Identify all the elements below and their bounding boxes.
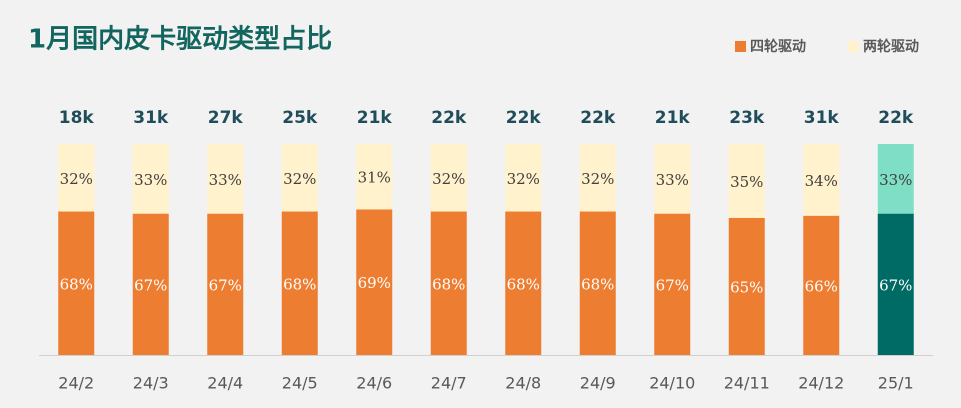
bar-segment [356,144,393,210]
bar-segment [877,144,914,214]
bar-segment [132,144,169,214]
bar-segment [728,217,765,355]
x-tick-label: 24/6 [356,374,392,393]
data-label: 32% [581,170,614,188]
data-label: 68% [507,275,540,293]
data-label: 32% [283,170,316,188]
total-label: 21k [357,108,393,128]
legend-swatch [848,41,859,52]
x-tick-label: 24/5 [282,374,318,393]
bar-segment [579,144,616,212]
data-label: 32% [432,170,465,188]
x-tick-label: 25/1 [878,374,914,393]
legend-label: 两轮驱动 [863,38,919,55]
total-label: 27k [208,108,244,128]
x-tick-label: 24/4 [207,374,243,393]
data-label: 32% [60,170,93,188]
data-label: 68% [60,275,93,293]
x-tick-label: 24/2 [58,374,94,393]
bar-segment [207,144,244,214]
bar-segment [877,213,914,355]
legend-label: 四轮驱动 [750,38,806,55]
data-label: 31% [358,169,391,187]
x-tick-label: 24/11 [724,374,770,393]
bar-segment [281,144,318,212]
data-label: 32% [507,170,540,188]
data-label: 68% [581,275,614,293]
x-tick-label: 24/9 [580,374,616,393]
total-label: 31k [804,108,840,128]
chart-title: 1月国内皮卡驱动类型占比 [28,25,332,55]
bar-segment [58,144,95,212]
bar-segment [207,213,244,355]
data-label: 66% [805,277,838,295]
total-label: 22k [506,108,542,128]
total-label: 23k [729,108,765,128]
bar-segment [430,144,467,212]
data-label: 34% [805,172,838,190]
bar-segment [132,213,169,355]
bar-segment [728,144,765,218]
total-label: 22k [878,108,914,128]
bar-segment [654,213,691,355]
total-label: 25k [282,108,318,128]
x-tick-label: 24/7 [431,374,467,393]
total-label: 18k [59,108,95,128]
data-label: 69% [358,274,391,292]
total-label: 22k [431,108,467,128]
bar-segment [505,211,542,355]
data-label: 35% [730,173,763,191]
data-label: 33% [656,171,689,189]
data-label: 33% [209,171,242,189]
data-label: 67% [879,276,912,294]
bar-segment [58,211,95,355]
data-label: 67% [209,276,242,294]
data-label: 65% [730,278,763,296]
x-tick-label: 24/8 [505,374,541,393]
x-tick-label: 24/12 [798,374,844,393]
bar-segment [430,211,467,355]
legend-swatch [735,41,746,52]
bar-segment [803,144,840,216]
bar-segment [579,211,616,355]
x-tick-label: 24/3 [133,374,169,393]
bar-segment [803,215,840,355]
data-label: 67% [656,276,689,294]
bar-segment [654,144,691,214]
bar-segment [505,144,542,212]
data-label: 33% [134,171,167,189]
bar-segment [356,209,393,355]
total-label: 22k [580,108,616,128]
data-label: 33% [879,171,912,189]
data-label: 67% [134,276,167,294]
total-label: 21k [655,108,691,128]
data-label: 68% [283,275,316,293]
total-label: 31k [133,108,169,128]
bar-segment [281,211,318,355]
x-tick-label: 24/10 [649,374,695,393]
data-label: 68% [432,275,465,293]
